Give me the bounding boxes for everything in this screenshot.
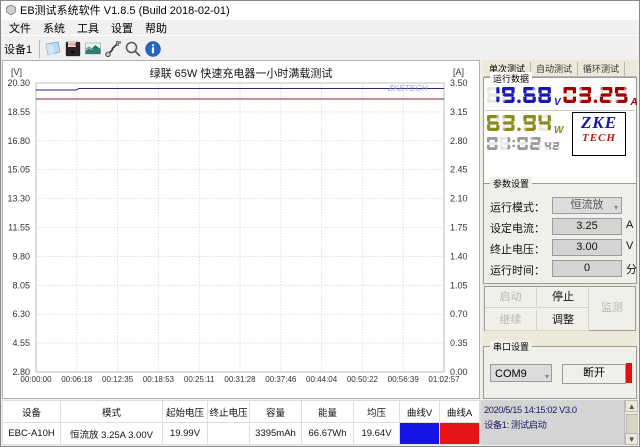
svg-text:V: V: [554, 97, 562, 108]
svg-text:1.05: 1.05: [450, 280, 468, 290]
svg-text:ZKETECH: ZKETECH: [387, 83, 429, 93]
svg-text:18.55: 18.55: [7, 107, 30, 117]
svg-text:4.55: 4.55: [12, 338, 30, 348]
svg-text:00:12:35: 00:12:35: [102, 375, 134, 384]
svg-text:2.80: 2.80: [450, 136, 468, 146]
svg-text:0.00: 0.00: [450, 367, 468, 377]
svg-text:1.75: 1.75: [450, 223, 468, 233]
svg-text:00:00:00: 00:00:00: [20, 375, 52, 384]
svg-text:00:50:22: 00:50:22: [347, 375, 379, 384]
svg-text:00:06:18: 00:06:18: [61, 375, 93, 384]
svg-text:16.80: 16.80: [7, 136, 30, 146]
svg-text:8.05: 8.05: [12, 280, 30, 290]
svg-text:00:18:53: 00:18:53: [143, 375, 175, 384]
svg-text:00:25:11: 00:25:11: [184, 375, 215, 384]
svg-text:W: W: [554, 125, 565, 136]
svg-text:00:37:46: 00:37:46: [265, 375, 297, 384]
svg-text:1.40: 1.40: [450, 251, 468, 261]
svg-text:3.15: 3.15: [450, 107, 468, 117]
svg-text:00:44:04: 00:44:04: [306, 375, 338, 384]
svg-text:A: A: [630, 97, 638, 108]
svg-text:0.70: 0.70: [450, 309, 468, 319]
svg-text:00:56:39: 00:56:39: [388, 375, 420, 384]
svg-text:9.80: 9.80: [12, 251, 30, 261]
svg-text:00:31:28: 00:31:28: [224, 375, 256, 384]
svg-text:13.30: 13.30: [7, 194, 30, 204]
svg-text:6.30: 6.30: [12, 309, 30, 319]
svg-text:15.05: 15.05: [7, 165, 30, 175]
svg-text:2.45: 2.45: [450, 165, 468, 175]
svg-text:2.10: 2.10: [450, 194, 468, 204]
svg-text:11.55: 11.55: [8, 223, 30, 233]
svg-text:0.35: 0.35: [450, 338, 468, 348]
